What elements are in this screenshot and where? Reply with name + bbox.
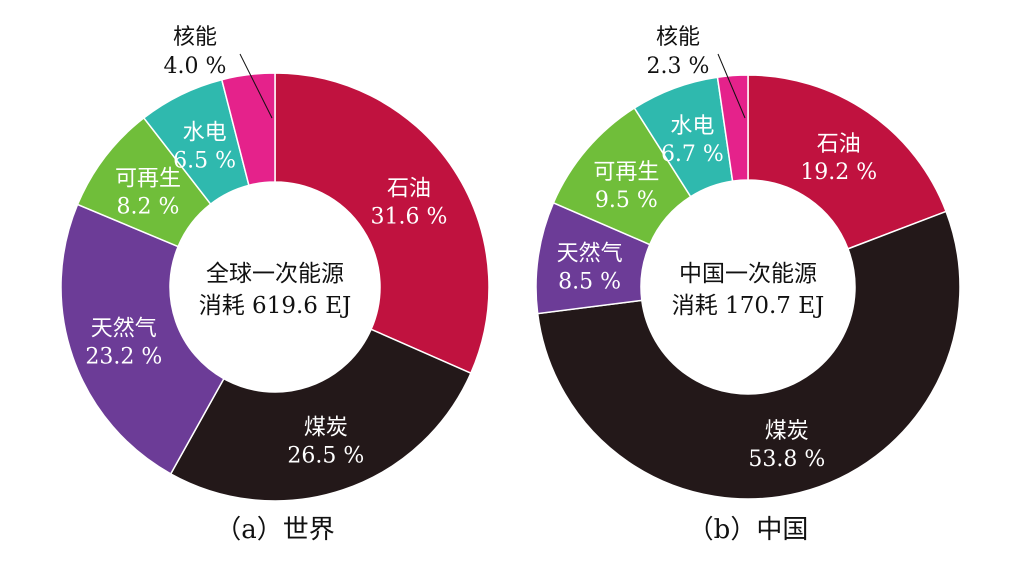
slice-value-label: 23.2 %: [85, 344, 162, 369]
slice-name-label: 水电: [183, 120, 227, 145]
chart-caption: （a）世界: [215, 515, 335, 545]
slice-value-label: 8.2 %: [117, 195, 180, 220]
center-text-line: 消耗 170.7 EJ: [672, 293, 824, 319]
slice-value-label: 26.5 %: [287, 444, 364, 469]
slice-value-label: 19.2 %: [800, 160, 877, 185]
slice-name-label: 核能: [173, 25, 217, 50]
slice-5: [220, 72, 276, 187]
slice-value-label: 2.3 %: [647, 54, 710, 79]
slice-value-label: 8.5 %: [558, 269, 621, 294]
slice-value-label: 6.5 %: [173, 148, 236, 173]
slice-name-label: 天然气: [91, 316, 157, 341]
slice-name-label: 天然气: [557, 241, 623, 266]
slice-name-label: 可再生: [115, 167, 181, 192]
slice-name-label: 核能: [656, 25, 700, 50]
slice-name-label: 煤炭: [304, 416, 348, 441]
center-text-line: 全球一次能源: [206, 261, 344, 287]
slice-name-label: 水电: [670, 114, 714, 139]
slice-value-label: 53.8 %: [748, 447, 825, 472]
slice-name-label: 石油: [817, 132, 861, 157]
slice-name-label: 石油: [387, 177, 431, 202]
slice-0: [747, 74, 948, 250]
slice-value-label: 4.0 %: [164, 54, 227, 79]
slice-2: [60, 203, 225, 475]
slice-1: [536, 210, 961, 500]
slice-name-label: 煤炭: [765, 419, 809, 444]
center-text-line: 中国一次能源: [679, 261, 817, 287]
leader-line: [239, 53, 273, 119]
slice-1: [169, 328, 472, 502]
donut-chart-china: 石油 19.2 % 煤炭 53.8 % 天然气 8.5 % 可再生 9.5 % 水电 6.7 % 核…: [535, 25, 961, 545]
donut-chart-world: 石油 31.6 % 煤炭 26.5 % 天然气 23.2 % 可再生 8.2 % 水电 6.5 %…: [60, 25, 490, 545]
slice-value-label: 6.7 %: [661, 142, 724, 167]
slice-name-label: 可再生: [593, 160, 659, 185]
slice-value-label: 31.6 %: [371, 205, 448, 230]
center-text-line: 消耗 619.6 EJ: [199, 293, 351, 319]
leader-line: [717, 53, 746, 119]
slice-0: [274, 72, 490, 375]
slice-value-label: 9.5 %: [595, 188, 658, 213]
chart-caption: （b）中国: [688, 515, 809, 545]
